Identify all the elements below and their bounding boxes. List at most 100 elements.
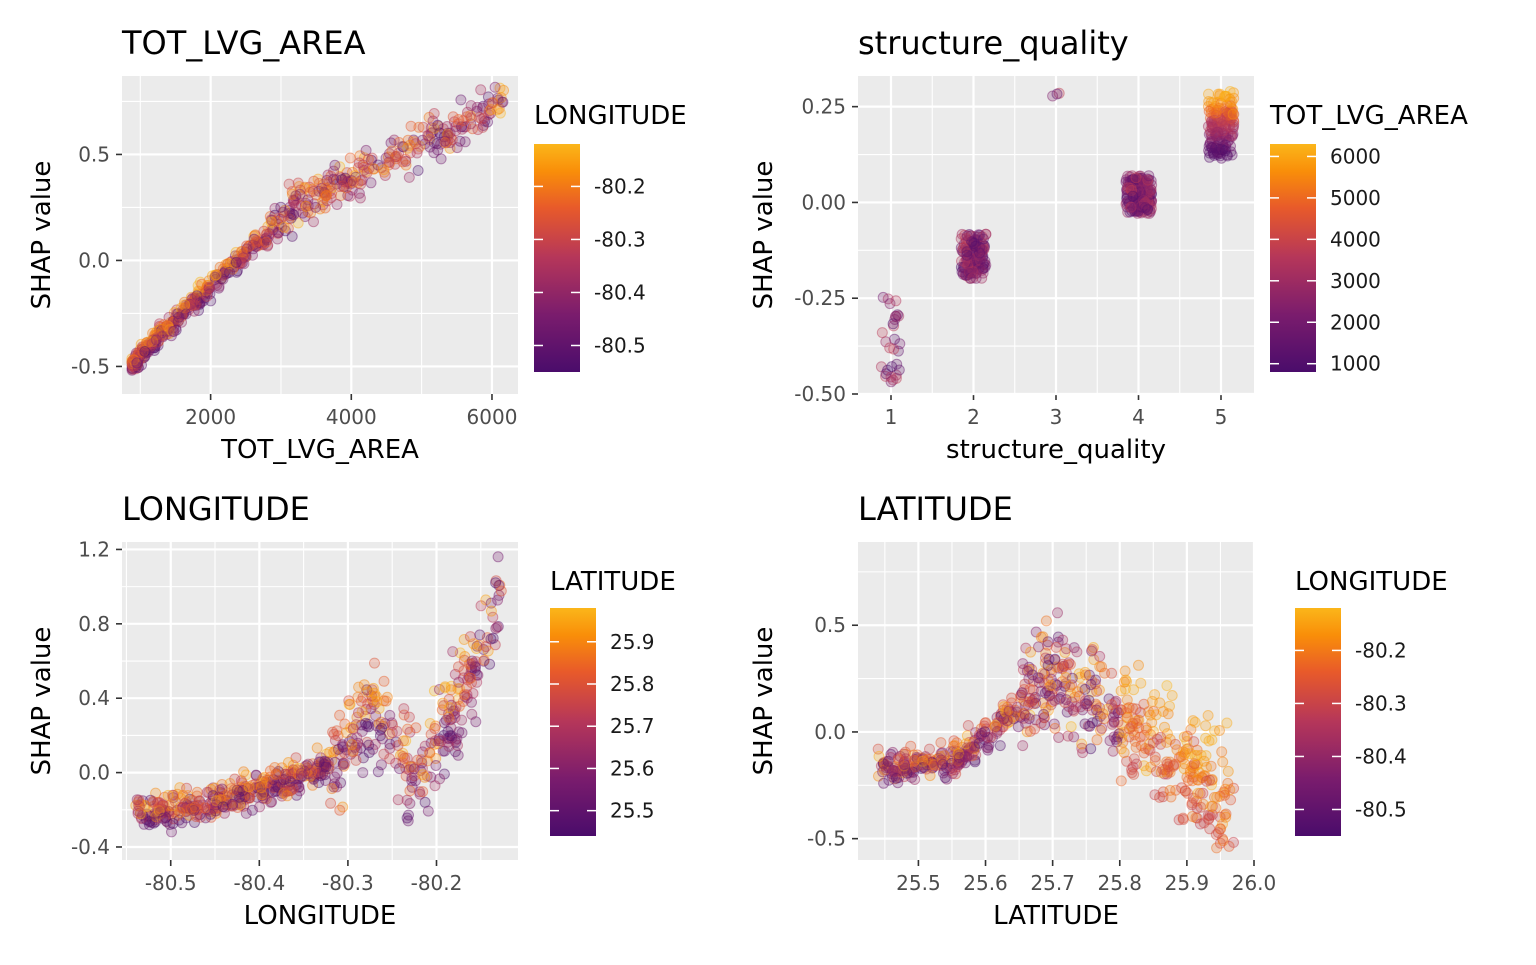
data-point	[129, 355, 141, 367]
chart-panel-2: structure_quality 1 2 3 4 5 -0.50 -0.25 0.00 0.25…	[749, 24, 1468, 465]
x-tick-label: 4	[1132, 405, 1145, 429]
data-point	[422, 805, 434, 817]
data-point	[131, 357, 143, 369]
data-point	[344, 698, 356, 710]
y-tick-label: 0.0	[78, 761, 110, 785]
data-point	[218, 267, 230, 279]
data-point	[272, 233, 283, 245]
data-point	[130, 363, 142, 375]
data-point	[184, 299, 196, 310]
data-point	[326, 182, 338, 194]
data-point	[444, 142, 456, 154]
data-point	[308, 216, 319, 228]
data-point	[128, 354, 140, 366]
data-point	[427, 126, 439, 138]
data-point	[152, 336, 164, 347]
data-point	[982, 744, 994, 756]
legend-tick-label: 25.8	[610, 672, 655, 696]
data-point	[251, 236, 262, 248]
data-point	[338, 181, 350, 193]
x-tick-label: 3	[1050, 405, 1063, 429]
data-point	[237, 250, 249, 262]
data-points	[126, 81, 510, 376]
data-point	[429, 723, 441, 734]
data-point	[171, 315, 183, 327]
data-point	[473, 112, 485, 123]
data-point	[346, 739, 358, 751]
data-point	[1177, 814, 1189, 825]
data-point	[1138, 747, 1150, 759]
data-point	[477, 102, 488, 114]
data-point	[1161, 680, 1173, 692]
data-point	[155, 329, 167, 341]
data-point	[241, 243, 253, 255]
data-point	[402, 723, 414, 735]
data-point	[126, 363, 138, 374]
data-point	[210, 270, 222, 281]
data-point	[172, 308, 184, 320]
data-point	[341, 177, 353, 189]
data-point	[140, 339, 152, 351]
data-point	[334, 171, 346, 183]
data-point	[190, 299, 202, 311]
data-point	[146, 336, 158, 348]
data-point	[162, 789, 174, 801]
data-point	[179, 302, 191, 314]
data-point	[277, 206, 289, 218]
data-point	[1076, 738, 1088, 750]
data-point	[288, 209, 300, 221]
data-point	[215, 269, 227, 281]
data-point	[331, 199, 343, 210]
data-point	[1206, 142, 1218, 154]
data-point	[130, 358, 142, 370]
data-point	[160, 323, 172, 335]
data-point	[258, 239, 270, 251]
data-point	[269, 202, 281, 214]
data-point	[889, 333, 900, 345]
data-point	[394, 763, 405, 775]
data-point	[284, 207, 296, 219]
data-point	[352, 162, 364, 174]
data-point	[126, 358, 138, 370]
data-point	[187, 292, 199, 304]
data-point	[139, 346, 151, 357]
data-point	[1225, 140, 1236, 152]
data-point	[188, 300, 200, 311]
data-point	[479, 115, 491, 127]
data-point	[336, 174, 348, 186]
data-point	[447, 646, 459, 658]
data-point	[166, 317, 178, 329]
data-point	[156, 330, 168, 342]
data-point	[467, 123, 479, 135]
data-point	[160, 326, 172, 338]
data-point	[461, 111, 473, 123]
x-tick-label: 25.5	[896, 871, 941, 895]
data-point	[1179, 758, 1191, 770]
data-point	[283, 213, 295, 225]
data-point	[432, 144, 444, 156]
data-point	[210, 273, 221, 285]
data-point	[194, 297, 206, 309]
data-point	[1224, 96, 1236, 108]
data-point	[177, 309, 189, 320]
legend-tick-label: 25.5	[610, 799, 655, 823]
data-point	[263, 231, 275, 242]
data-point	[126, 357, 138, 369]
data-point	[452, 749, 464, 761]
data-point	[1203, 88, 1214, 100]
y-tick-label: 0.0	[814, 720, 846, 744]
data-point	[344, 152, 356, 164]
data-point	[1162, 761, 1174, 773]
data-point	[405, 120, 417, 132]
data-point	[893, 754, 905, 766]
data-point	[963, 247, 975, 259]
data-point	[159, 322, 171, 334]
data-point	[313, 185, 325, 197]
data-point	[1067, 704, 1079, 716]
data-point	[143, 336, 155, 348]
data-point	[290, 193, 302, 205]
data-point	[240, 246, 252, 258]
data-point	[194, 298, 206, 310]
data-point	[151, 325, 163, 337]
data-point	[1043, 653, 1055, 665]
